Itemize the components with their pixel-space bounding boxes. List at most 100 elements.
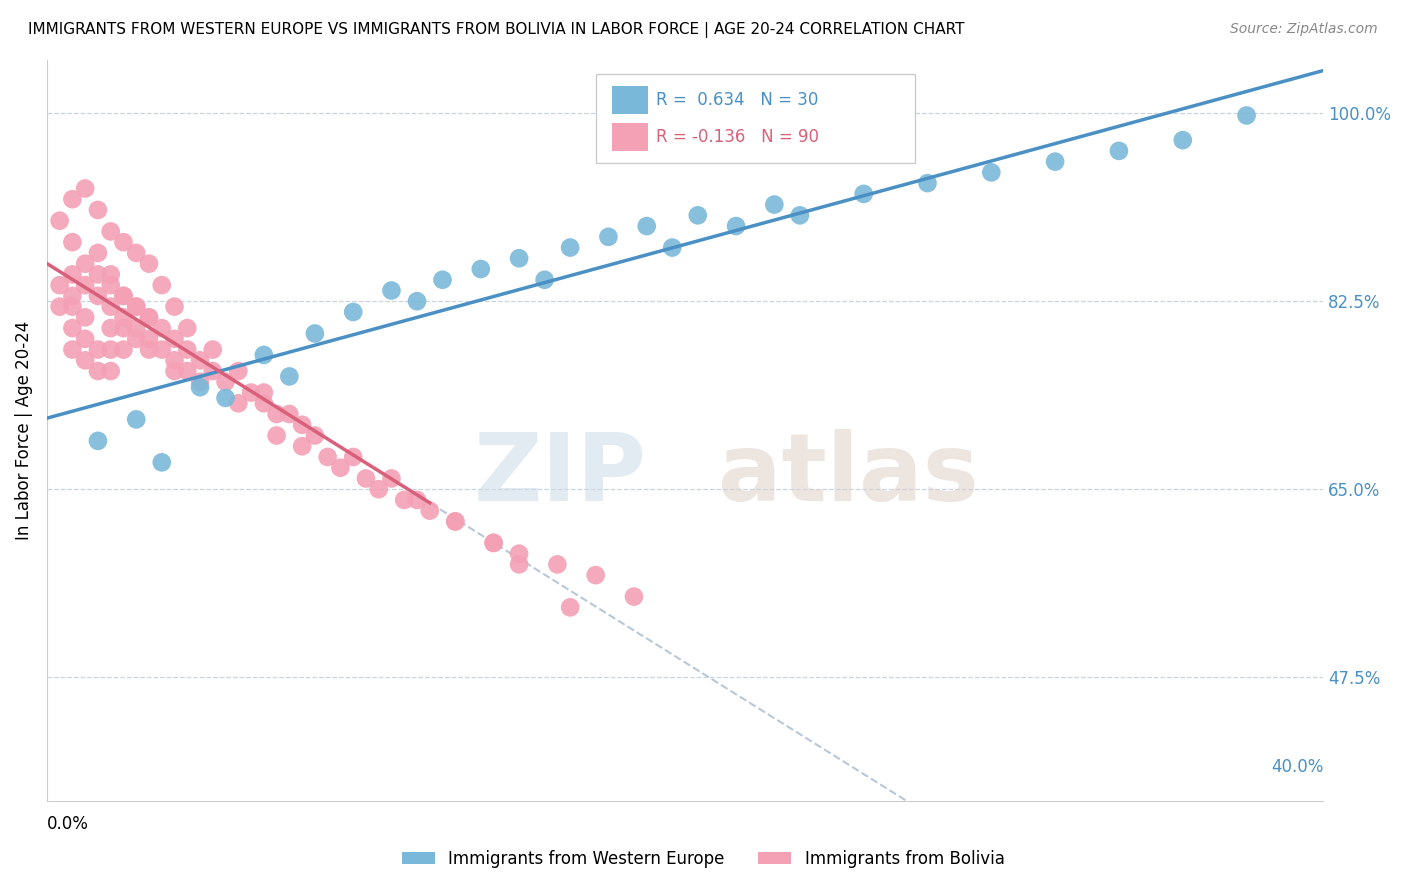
Point bbox=[686, 208, 709, 222]
Point bbox=[1108, 144, 1130, 158]
Point bbox=[62, 343, 84, 357]
Point bbox=[100, 321, 122, 335]
Point bbox=[100, 278, 122, 293]
Point bbox=[176, 343, 198, 357]
Point bbox=[316, 450, 339, 464]
Point bbox=[188, 375, 211, 389]
Point bbox=[1171, 133, 1194, 147]
Text: 0.0%: 0.0% bbox=[46, 815, 89, 833]
Point bbox=[75, 257, 97, 271]
Point bbox=[188, 353, 211, 368]
Point bbox=[444, 515, 467, 529]
Point bbox=[125, 246, 148, 260]
Point bbox=[1236, 108, 1258, 122]
Point bbox=[62, 235, 84, 250]
Point bbox=[789, 208, 811, 222]
Point bbox=[163, 332, 186, 346]
Point bbox=[75, 310, 97, 325]
Point bbox=[508, 558, 530, 572]
Point bbox=[163, 300, 186, 314]
Point bbox=[87, 246, 110, 260]
Point bbox=[560, 600, 582, 615]
Point bbox=[87, 289, 110, 303]
Point bbox=[138, 332, 160, 346]
Point bbox=[253, 396, 276, 410]
Point bbox=[585, 568, 607, 582]
Point bbox=[62, 321, 84, 335]
Point bbox=[623, 590, 645, 604]
Point bbox=[112, 289, 135, 303]
Point bbox=[214, 391, 236, 405]
Point bbox=[163, 364, 186, 378]
Point bbox=[112, 310, 135, 325]
FancyBboxPatch shape bbox=[612, 122, 648, 151]
Point bbox=[1043, 154, 1066, 169]
FancyBboxPatch shape bbox=[596, 74, 915, 163]
Point bbox=[112, 235, 135, 250]
Point bbox=[87, 434, 110, 448]
Point bbox=[48, 300, 70, 314]
Point bbox=[100, 224, 122, 238]
Point bbox=[62, 300, 84, 314]
Point bbox=[138, 257, 160, 271]
Point bbox=[917, 176, 939, 190]
Point bbox=[329, 460, 352, 475]
Point bbox=[100, 268, 122, 282]
Point bbox=[304, 428, 326, 442]
Point bbox=[112, 343, 135, 357]
Text: IMMIGRANTS FROM WESTERN EUROPE VS IMMIGRANTS FROM BOLIVIA IN LABOR FORCE | AGE 2: IMMIGRANTS FROM WESTERN EUROPE VS IMMIGR… bbox=[28, 22, 965, 38]
Y-axis label: In Labor Force | Age 20-24: In Labor Force | Age 20-24 bbox=[15, 320, 32, 540]
Point bbox=[278, 407, 301, 421]
Point bbox=[75, 332, 97, 346]
Point bbox=[201, 343, 224, 357]
Point bbox=[482, 536, 505, 550]
Point bbox=[176, 364, 198, 378]
Point bbox=[546, 558, 568, 572]
Point bbox=[87, 268, 110, 282]
Point bbox=[150, 278, 173, 293]
Point bbox=[980, 165, 1002, 179]
Point bbox=[125, 300, 148, 314]
Point bbox=[125, 300, 148, 314]
Point bbox=[228, 396, 250, 410]
Point bbox=[100, 300, 122, 314]
Point bbox=[560, 241, 582, 255]
Point bbox=[201, 364, 224, 378]
Point bbox=[482, 536, 505, 550]
Point bbox=[75, 353, 97, 368]
Point bbox=[150, 343, 173, 357]
Point bbox=[380, 284, 402, 298]
Point bbox=[291, 439, 314, 453]
Point bbox=[304, 326, 326, 341]
Text: 40.0%: 40.0% bbox=[1271, 757, 1323, 776]
Point bbox=[419, 504, 441, 518]
Point bbox=[112, 289, 135, 303]
Point bbox=[636, 219, 658, 233]
Point bbox=[852, 186, 875, 201]
Point bbox=[62, 289, 84, 303]
Point bbox=[100, 343, 122, 357]
Point bbox=[508, 252, 530, 266]
Point bbox=[138, 310, 160, 325]
Point bbox=[125, 412, 148, 426]
Point bbox=[725, 219, 748, 233]
Point bbox=[253, 348, 276, 362]
Point bbox=[598, 229, 620, 244]
Point bbox=[432, 273, 454, 287]
Point bbox=[150, 321, 173, 335]
Point bbox=[176, 321, 198, 335]
Point bbox=[394, 492, 416, 507]
Point bbox=[62, 268, 84, 282]
Point bbox=[188, 380, 211, 394]
Point bbox=[138, 343, 160, 357]
Text: Source: ZipAtlas.com: Source: ZipAtlas.com bbox=[1230, 22, 1378, 37]
Point bbox=[661, 241, 683, 255]
Point bbox=[763, 197, 786, 211]
Point bbox=[406, 492, 429, 507]
Text: atlas: atlas bbox=[717, 428, 979, 521]
Point bbox=[112, 321, 135, 335]
Point bbox=[508, 547, 530, 561]
Point bbox=[291, 417, 314, 432]
Text: R = -0.136   N = 90: R = -0.136 N = 90 bbox=[655, 128, 818, 145]
Point bbox=[163, 353, 186, 368]
